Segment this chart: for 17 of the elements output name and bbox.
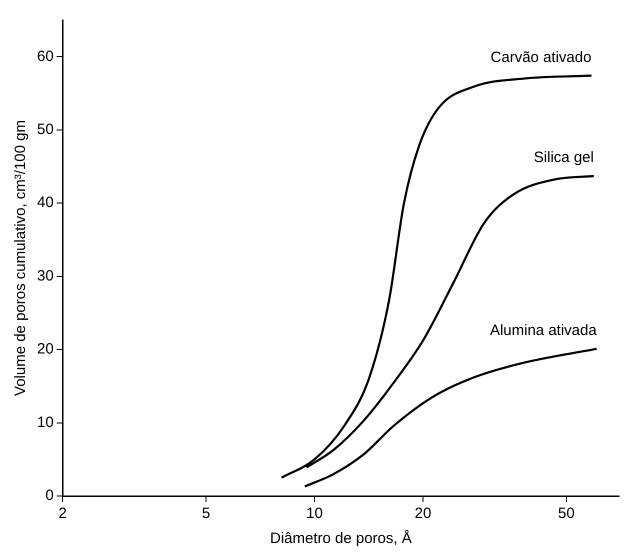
y-tick-label: 10 [36, 414, 54, 431]
x-axis-title: Diâmetro de poros, Å [270, 529, 412, 548]
x-tick-label: 10 [306, 505, 323, 522]
x-tick-label: 20 [414, 505, 432, 522]
x-tick-label: 5 [202, 505, 210, 522]
y-axis-title: Volume de poros cumulativo, cm³/100 gm [12, 120, 30, 396]
y-tick-label: 50 [36, 120, 54, 138]
y-tick-label: 40 [36, 194, 54, 212]
y-tick-label: 60 [36, 48, 54, 65]
x-tick-label: 2 [58, 505, 67, 522]
x-tick-label: 50 [558, 505, 575, 522]
series-label: Alumina ativada [490, 322, 598, 339]
y-tick-label: 30 [36, 267, 54, 284]
y-tick-label: 0 [45, 487, 54, 504]
y-tick-label: 20 [36, 340, 54, 358]
series-label: Carvão ativado [490, 48, 592, 66]
series-label: Silica gel [534, 149, 594, 166]
